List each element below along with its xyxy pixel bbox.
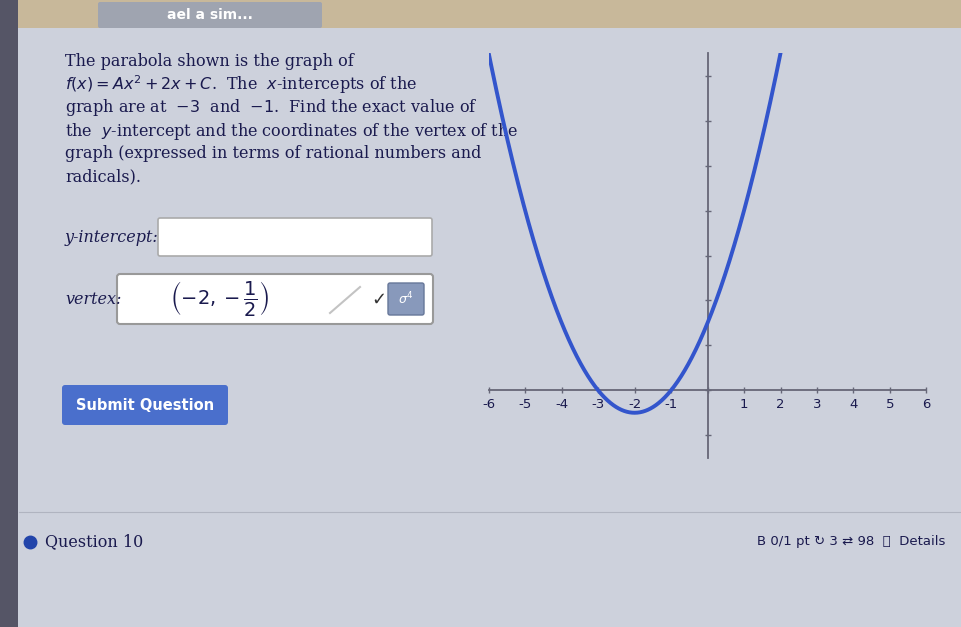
Text: radicals).: radicals). <box>65 169 141 186</box>
FancyBboxPatch shape <box>117 274 432 324</box>
Text: ael a sim...: ael a sim... <box>167 8 253 22</box>
Text: $f(x) = Ax^2 + 2x + C$.  The  $x$-intercepts of the: $f(x) = Ax^2 + 2x + C$. The $x$-intercep… <box>65 73 417 97</box>
FancyBboxPatch shape <box>158 218 431 256</box>
Text: $\sigma^4$: $\sigma^4$ <box>398 291 413 307</box>
FancyBboxPatch shape <box>0 0 18 627</box>
FancyBboxPatch shape <box>98 2 322 28</box>
Text: graph are at  $-3$  and  $-1$.  Find the exact value of: graph are at $-3$ and $-1$. Find the exa… <box>65 98 477 119</box>
Text: B 0/1 pt ↻ 3 ⇄ 98  ⓘ  Details: B 0/1 pt ↻ 3 ⇄ 98 ⓘ Details <box>756 535 944 549</box>
FancyBboxPatch shape <box>62 385 228 425</box>
FancyBboxPatch shape <box>18 0 961 627</box>
Text: vertex:: vertex: <box>65 290 121 307</box>
Text: y-intercept:: y-intercept: <box>65 228 159 246</box>
FancyBboxPatch shape <box>387 283 424 315</box>
Text: the  $y$-intercept and the coordinates of the vertex of the: the $y$-intercept and the coordinates of… <box>65 120 518 142</box>
Text: Question 10: Question 10 <box>45 534 143 551</box>
FancyBboxPatch shape <box>18 0 961 28</box>
Text: The parabola shown is the graph of: The parabola shown is the graph of <box>65 53 354 70</box>
Text: graph (expressed in terms of rational numbers and: graph (expressed in terms of rational nu… <box>65 145 480 162</box>
Text: $\checkmark$: $\checkmark$ <box>371 290 384 308</box>
Text: $\left(-2,-\dfrac{1}{2}\right)$: $\left(-2,-\dfrac{1}{2}\right)$ <box>170 280 269 319</box>
Text: Submit Question: Submit Question <box>76 398 214 413</box>
